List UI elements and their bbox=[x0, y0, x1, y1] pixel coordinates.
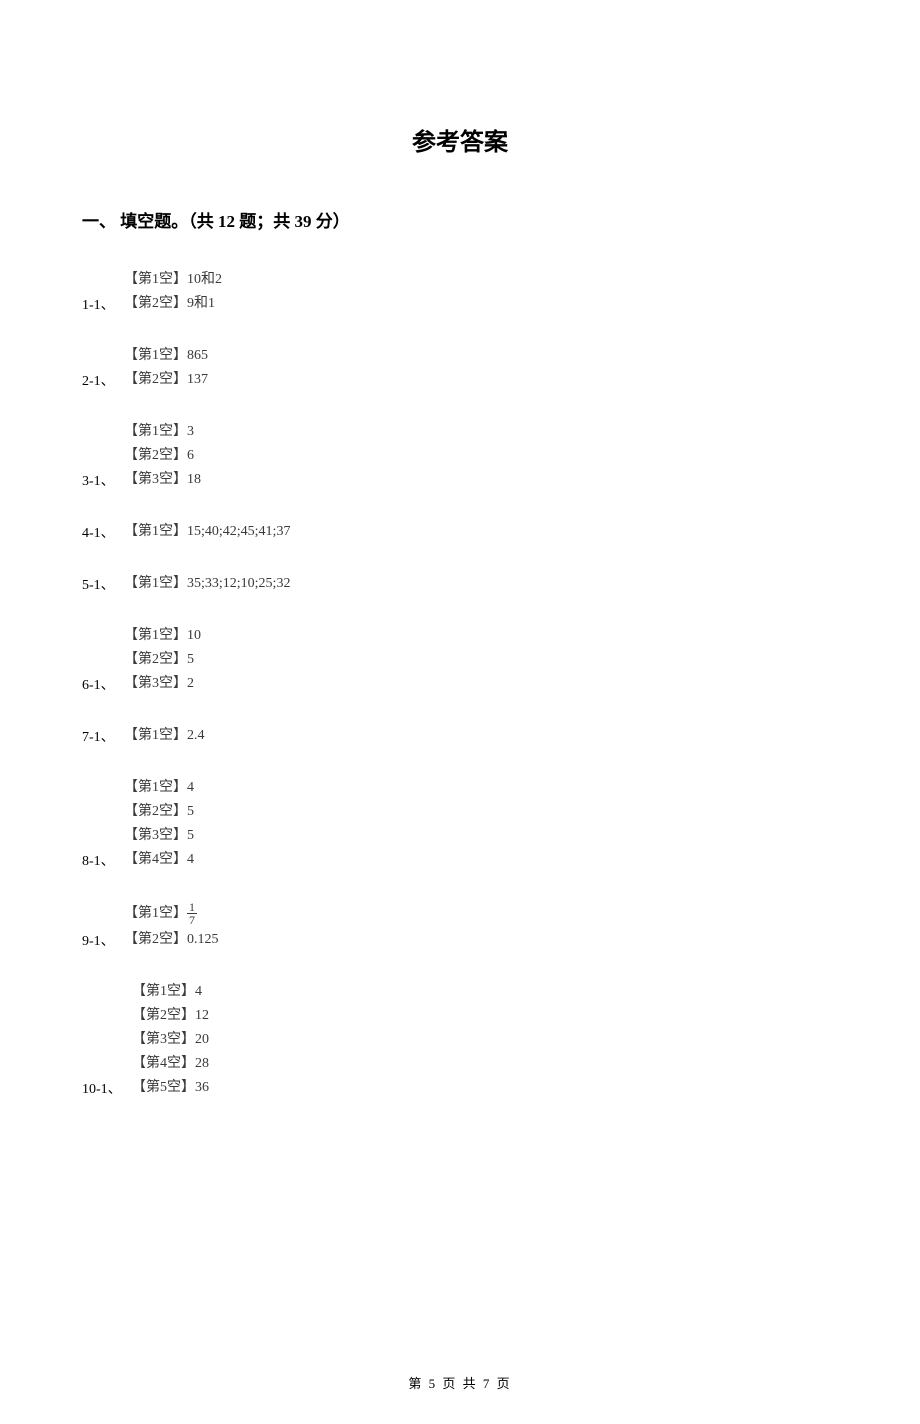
footer-mid: 页 共 bbox=[437, 1376, 483, 1391]
answer-line: 【第4空】28 bbox=[132, 1052, 920, 1076]
answer-line: 【第1空】865 bbox=[124, 344, 920, 368]
answer-line: 【第2空】0.125 bbox=[124, 928, 920, 952]
footer-total-pages: 7 bbox=[483, 1376, 492, 1391]
answer-line: 【第4空】4 bbox=[124, 848, 920, 872]
answer-line: 【第3空】2 bbox=[124, 672, 920, 696]
answer-lines: 【第1空】865 【第2空】137 bbox=[124, 344, 920, 392]
answer-line: 【第1空】15;40;42;45;41;37 bbox=[124, 520, 920, 544]
answer-line: 【第3空】18 bbox=[124, 468, 920, 492]
question-number: 9-1、 bbox=[82, 930, 115, 950]
question-block: 10-1、 【第1空】4 【第2空】12 【第3空】20 【第4空】28 【第5… bbox=[82, 980, 920, 1100]
footer-prefix: 第 bbox=[408, 1376, 428, 1391]
answer-line: 【第2空】6 bbox=[124, 444, 920, 468]
answer-line: 【第1空】4 bbox=[124, 776, 920, 800]
answer-line: 【第1空】2.4 bbox=[124, 724, 920, 748]
question-block: 5-1、 【第1空】35;33;12;10;25;32 bbox=[82, 572, 920, 596]
question-block: 4-1、 【第1空】15;40;42;45;41;37 bbox=[82, 520, 920, 544]
answer-line: 【第1空】4 bbox=[132, 980, 920, 1004]
question-block: 8-1、 【第1空】4 【第2空】5 【第3空】5 【第4空】4 bbox=[82, 776, 920, 872]
answer-lines: 【第1空】3 【第2空】6 【第3空】18 bbox=[124, 420, 920, 492]
question-number: 5-1、 bbox=[82, 574, 115, 594]
page-footer: 第 5 页 共 7 页 bbox=[0, 1373, 920, 1392]
answer-line: 【第1空】10 bbox=[124, 624, 920, 648]
question-block: 3-1、 【第1空】3 【第2空】6 【第3空】18 bbox=[82, 420, 920, 492]
question-number: 3-1、 bbox=[82, 470, 115, 490]
answer-lines: 【第1空】4 【第2空】5 【第3空】5 【第4空】4 bbox=[124, 776, 920, 872]
question-block: 6-1、 【第1空】10 【第2空】5 【第3空】2 bbox=[82, 624, 920, 696]
answer-lines: 【第1空】17 【第2空】0.125 bbox=[124, 900, 920, 952]
page-title: 参考答案 bbox=[0, 122, 920, 157]
question-number: 1-1、 bbox=[82, 294, 115, 314]
section-header: 一、 填空题。（共 12 题；共 39 分） bbox=[82, 207, 920, 232]
answer-line: 【第2空】9和1 bbox=[124, 292, 920, 316]
answer-lines: 【第1空】15;40;42;45;41;37 bbox=[124, 520, 920, 544]
answer-line: 【第3空】5 bbox=[124, 824, 920, 848]
footer-suffix: 页 bbox=[491, 1376, 511, 1391]
question-number: 10-1、 bbox=[82, 1078, 122, 1098]
answer-line: 【第1空】3 bbox=[124, 420, 920, 444]
answer-lines: 【第1空】10和2 【第2空】9和1 bbox=[124, 268, 920, 316]
fraction: 17 bbox=[187, 901, 197, 926]
answer-line: 【第3空】20 bbox=[132, 1028, 920, 1052]
answer-line: 【第2空】5 bbox=[124, 800, 920, 824]
question-number: 7-1、 bbox=[82, 726, 115, 746]
answer-line: 【第5空】36 bbox=[132, 1076, 920, 1100]
question-block: 1-1、 【第1空】10和2 【第2空】9和1 bbox=[82, 268, 920, 316]
question-number: 6-1、 bbox=[82, 674, 115, 694]
answer-lines: 【第1空】10 【第2空】5 【第3空】2 bbox=[124, 624, 920, 696]
question-block: 9-1、 【第1空】17 【第2空】0.125 bbox=[82, 900, 920, 952]
question-block: 7-1、 【第1空】2.4 bbox=[82, 724, 920, 748]
footer-current-page: 5 bbox=[429, 1376, 438, 1391]
content-area: 1-1、 【第1空】10和2 【第2空】9和1 2-1、 【第1空】865 【第… bbox=[82, 268, 920, 1100]
fraction-denominator: 7 bbox=[187, 914, 197, 926]
answer-line: 【第1空】17 bbox=[124, 900, 920, 928]
answer-line: 【第2空】5 bbox=[124, 648, 920, 672]
answer-line: 【第1空】10和2 bbox=[124, 268, 920, 292]
question-number: 8-1、 bbox=[82, 850, 115, 870]
answer-lines: 【第1空】4 【第2空】12 【第3空】20 【第4空】28 【第5空】36 bbox=[132, 980, 920, 1100]
answer-lines: 【第1空】35;33;12;10;25;32 bbox=[124, 572, 920, 596]
answer-line: 【第2空】137 bbox=[124, 368, 920, 392]
question-number: 2-1、 bbox=[82, 370, 115, 390]
question-block: 2-1、 【第1空】865 【第2空】137 bbox=[82, 344, 920, 392]
answer-prefix: 【第1空】 bbox=[124, 906, 187, 921]
answer-line: 【第1空】35;33;12;10;25;32 bbox=[124, 572, 920, 596]
answer-lines: 【第1空】2.4 bbox=[124, 724, 920, 748]
answer-line: 【第2空】12 bbox=[132, 1004, 920, 1028]
question-number: 4-1、 bbox=[82, 522, 115, 542]
